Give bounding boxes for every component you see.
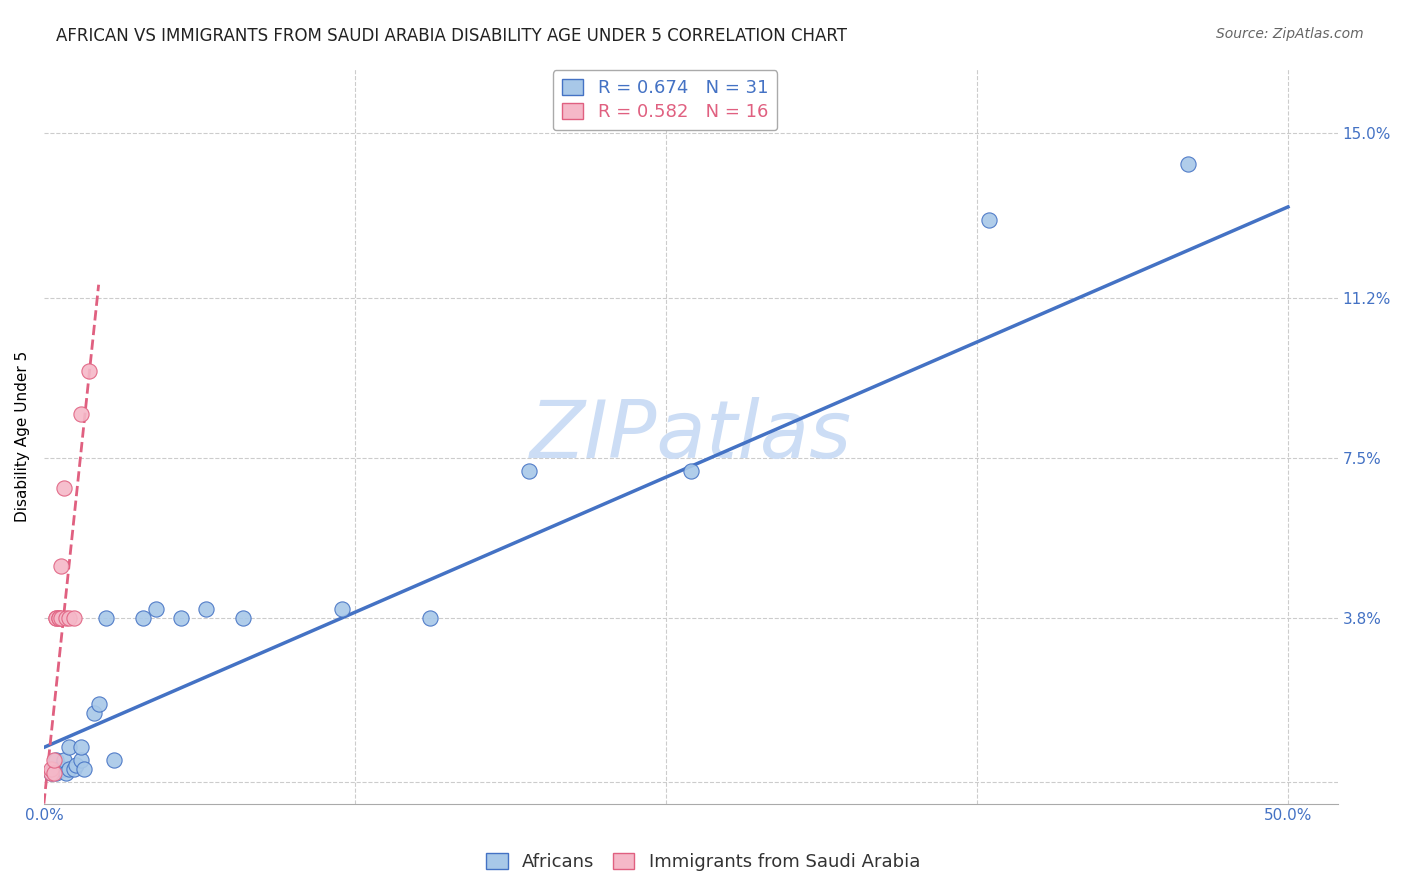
Point [70,408,93,422]
Point [48,610,70,624]
Point [48,762,70,776]
Point [232,610,254,624]
Point [145,602,167,616]
Text: Source: ZipAtlas.com: Source: ZipAtlas.com [1216,27,1364,41]
Point [58,610,80,624]
Point [51,610,73,624]
Point [87,697,110,711]
Point [73,762,96,776]
Point [65,757,87,772]
Point [170,610,193,624]
Point [83,706,105,720]
Point [332,602,354,616]
Point [41,762,63,776]
Point [62,762,84,776]
Point [58,740,80,755]
Point [42,753,65,767]
Y-axis label: Disability Age Under 5: Disability Age Under 5 [15,351,30,522]
Point [45,610,67,624]
Point [58,762,80,776]
Point [45,753,67,767]
Point [94,610,117,624]
Point [52,762,75,776]
Point [55,766,77,780]
Point [55,610,77,624]
Point [979,212,1001,227]
Point [419,610,441,624]
Point [517,464,540,478]
Point [41,766,63,780]
Text: ZIPatlas: ZIPatlas [530,397,852,475]
Point [132,610,155,624]
Point [62,610,84,624]
Point [42,762,65,776]
Point [45,766,67,780]
Point [52,481,75,495]
Text: AFRICAN VS IMMIGRANTS FROM SAUDI ARABIA DISABILITY AGE UNDER 5 CORRELATION CHART: AFRICAN VS IMMIGRANTS FROM SAUDI ARABIA … [56,27,848,45]
Point [51,762,73,776]
Point [77,364,100,378]
Point [48,610,70,624]
Point [42,766,65,780]
Point [70,753,93,767]
Point [41,766,63,780]
Point [194,602,217,616]
Point [70,740,93,755]
Point [52,753,75,767]
Point [45,610,67,624]
Legend: R = 0.674   N = 31, R = 0.582   N = 16: R = 0.674 N = 31, R = 0.582 N = 16 [553,70,778,130]
Point [679,464,702,478]
Point [103,753,125,767]
Legend: Africans, Immigrants from Saudi Arabia: Africans, Immigrants from Saudi Arabia [479,846,927,879]
Point [1177,156,1199,170]
Point [51,558,73,573]
